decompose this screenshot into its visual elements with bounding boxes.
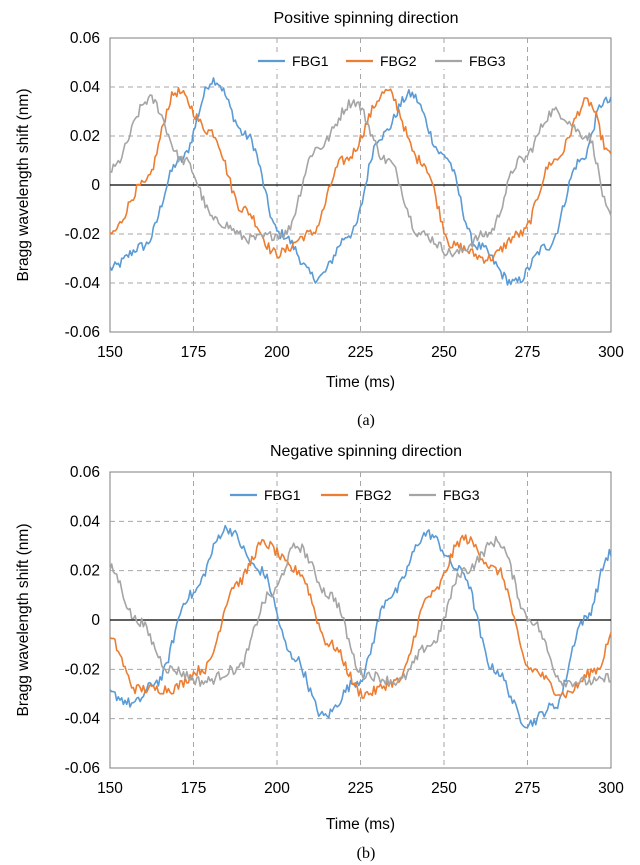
y-tick-label: 0.02 (70, 128, 100, 145)
x-tick-label: 150 (97, 344, 123, 361)
x-tick-label: 175 (181, 780, 207, 797)
chart-title-a: Positive spinning direction (274, 10, 459, 27)
x-tick-label: 300 (598, 344, 624, 361)
x-tick-label: 225 (348, 344, 374, 361)
legend-background (427, 53, 517, 69)
y-tick-label: -0.06 (65, 324, 100, 341)
y-tick-label: 0 (91, 177, 100, 194)
chart-panel-a: Positive spinning direction (a) 0.06 0.04… (15, 10, 624, 429)
series-line-fbg2 (109, 534, 612, 699)
y-tick-label: -0.02 (65, 661, 100, 678)
x-axis-label: Time (ms) (326, 816, 395, 833)
y-tick-label: -0.04 (65, 711, 101, 728)
x-tick-label: 150 (97, 780, 123, 797)
y-tick-label: 0 (91, 612, 100, 629)
legend-label-fbg3: FBG3 (469, 53, 506, 69)
legend-label-fbg2: FBG2 (380, 53, 417, 69)
x-tick-label: 250 (431, 344, 457, 361)
x-tick-label: 175 (181, 344, 207, 361)
series-line-fbg1 (109, 77, 612, 286)
series-line-fbg1 (109, 524, 612, 729)
y-tick-label: -0.06 (65, 760, 100, 777)
x-tick-label: 225 (348, 780, 374, 797)
x-axis-label: Time (ms) (326, 374, 395, 391)
series-line-fbg3 (109, 535, 612, 688)
y-tick-label: -0.04 (65, 275, 101, 292)
legend-background (250, 53, 340, 69)
caption-a: (a) (357, 412, 375, 429)
y-tick-label: 0.02 (70, 563, 100, 580)
legend-label-fbg3: FBG3 (443, 487, 480, 503)
chart-title-b: Negative spinning direction (270, 443, 462, 460)
series-line-fbg3 (109, 94, 612, 258)
y-tick-label: -0.02 (65, 226, 100, 243)
legend-label-fbg1: FBG1 (292, 53, 329, 69)
x-tick-label: 200 (264, 780, 290, 797)
x-tick-label: 200 (264, 344, 290, 361)
legend-label-fbg2: FBG2 (355, 487, 392, 503)
legend-background (313, 487, 403, 503)
x-tick-label: 300 (598, 780, 624, 797)
y-axis-label: Bragg wavelength shift (nm) (15, 89, 32, 282)
y-tick-label: 0.04 (70, 79, 101, 96)
legend-background (401, 487, 491, 503)
y-tick-label: 0.06 (70, 30, 100, 47)
y-axis-label: Bragg wavelength shift (nm) (15, 524, 32, 717)
y-tick-label: 0.04 (70, 513, 101, 530)
legend-label-fbg1: FBG1 (264, 487, 301, 503)
legend-background (222, 487, 312, 503)
legend-background (338, 53, 428, 69)
caption-b: (b) (357, 845, 376, 862)
x-tick-label: 275 (515, 344, 541, 361)
chart-panel-b: Negative spinning direction (b) 0.06 0.04… (15, 443, 624, 862)
y-tick-label: 0.06 (70, 464, 100, 481)
x-tick-label: 250 (431, 780, 457, 797)
series-line-fbg2 (109, 87, 612, 264)
x-tick-label: 275 (515, 780, 541, 797)
